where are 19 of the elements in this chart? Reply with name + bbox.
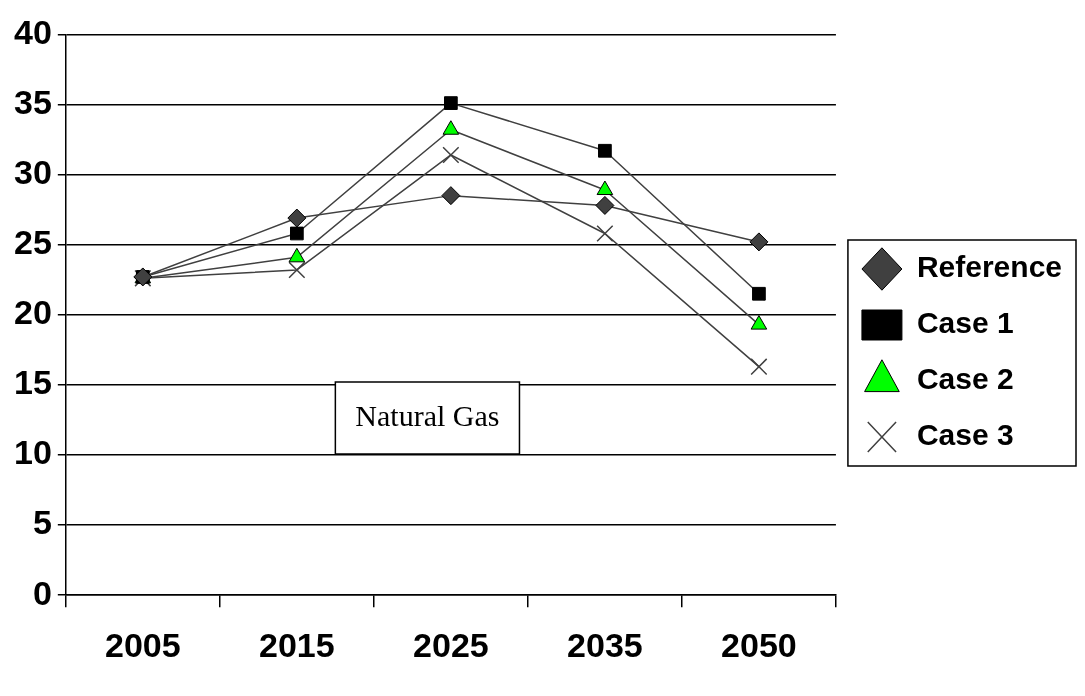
x-tick-label: 2025 bbox=[413, 625, 489, 664]
y-tick-label: 30 bbox=[13, 152, 52, 191]
y-tick-label: 0 bbox=[32, 573, 52, 612]
legend-label: Case 3 bbox=[916, 418, 1014, 452]
y-tick-label: 35 bbox=[13, 82, 52, 121]
x-tick-label: 2005 bbox=[105, 625, 181, 664]
y-tick-label: 25 bbox=[13, 223, 52, 262]
x-tick-label: 2035 bbox=[567, 625, 643, 664]
legend-label: Case 1 bbox=[916, 306, 1014, 340]
y-tick-label: 10 bbox=[13, 433, 52, 472]
legend-label: Case 2 bbox=[916, 362, 1014, 396]
x-tick-label: 2015 bbox=[259, 625, 335, 664]
legend-label: Reference bbox=[916, 250, 1062, 284]
y-tick-label: 20 bbox=[13, 293, 52, 332]
y-tick-label: 5 bbox=[32, 503, 52, 542]
annotation: Natural Gas bbox=[355, 398, 500, 432]
y-tick-label: 40 bbox=[13, 12, 52, 51]
y-tick-label: 15 bbox=[13, 363, 52, 402]
x-tick-label: 2050 bbox=[721, 625, 797, 664]
